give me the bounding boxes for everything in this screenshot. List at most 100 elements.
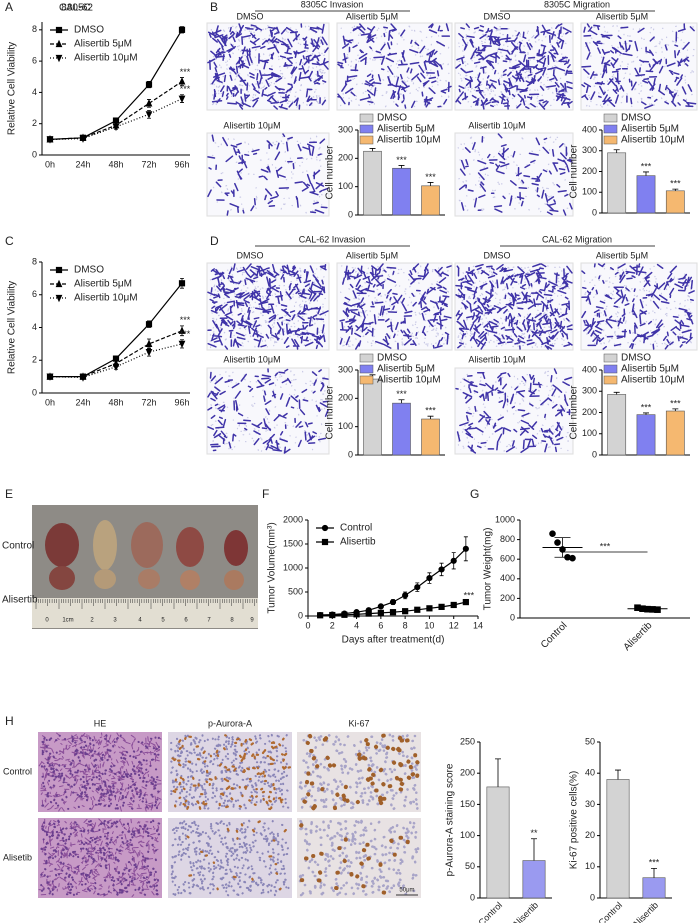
- x-tick-label: Control: [477, 900, 505, 923]
- micrograph-stain: [299, 823, 410, 895]
- chart-title: CAL-62: [59, 3, 93, 14]
- legend-label: Alisertib 5μM: [377, 124, 435, 135]
- micrograph-nuclei: [40, 819, 161, 896]
- marker: [178, 26, 186, 33]
- y-tick-label: 30: [585, 799, 595, 809]
- panel-letter: F: [262, 487, 269, 501]
- marker: [426, 605, 433, 612]
- y-tick-label: 0: [470, 892, 475, 902]
- panel-letter: D: [210, 234, 219, 248]
- legend-swatch: [603, 364, 618, 374]
- tile-label: Alisertib 5μM: [596, 11, 648, 21]
- tumor-photo: [32, 505, 258, 629]
- y-tick-label: 0: [32, 149, 37, 159]
- tumor: [180, 570, 200, 590]
- y-tick-label: 100: [338, 181, 353, 191]
- marker: [55, 294, 63, 303]
- y-axis-label: Cell number: [325, 385, 336, 440]
- legend-label: DMSO: [377, 353, 407, 364]
- y-tick-label: 200: [500, 593, 515, 603]
- ruler-label: 6: [184, 618, 188, 624]
- marker: [389, 598, 397, 606]
- y-axis-label: Ki-67 positive cells(%): [569, 771, 580, 869]
- legend-label: Alisertib: [340, 537, 376, 548]
- marker: [414, 584, 421, 591]
- legend-label: Alisertib 10μM: [377, 135, 441, 146]
- tile-label: Alisertib 5μM: [346, 250, 398, 260]
- micrograph-cells: [339, 263, 452, 350]
- tumor: [93, 520, 117, 570]
- y-tick-label: 800: [500, 534, 515, 544]
- y-tick-label: 200: [460, 768, 475, 778]
- legend-label: DMSO: [74, 25, 104, 36]
- marker: [178, 95, 186, 103]
- legend-swatch: [359, 353, 374, 363]
- marker: [145, 348, 153, 357]
- y-axis-label: Cell number: [569, 144, 580, 199]
- error-bar: [643, 412, 649, 415]
- error-bar: [369, 148, 376, 152]
- panel-letter: A: [5, 0, 13, 14]
- y-tick-label: 8: [32, 24, 37, 34]
- error-bar: [427, 182, 434, 186]
- legend-swatch: [603, 113, 618, 123]
- error-bar: [651, 867, 657, 878]
- marker: [145, 339, 153, 347]
- significance: ***: [641, 161, 652, 171]
- y-tick-label: 200: [582, 407, 597, 417]
- x-tick-label: 24h: [75, 397, 90, 407]
- legend-label: Alisertib 10μM: [74, 53, 138, 64]
- bar: [363, 378, 382, 456]
- row-label: Alisetib: [3, 852, 32, 862]
- bar: [636, 175, 656, 214]
- legend-label: DMSO: [74, 265, 104, 276]
- bar: [486, 786, 510, 899]
- marker: [112, 123, 120, 132]
- micrograph-pores: [209, 370, 327, 452]
- y-tick-label: 1000: [283, 562, 303, 572]
- marker: [462, 598, 469, 606]
- panel-letter: G: [470, 487, 479, 501]
- micrograph-pores: [457, 136, 571, 213]
- micrograph-stain: [186, 820, 287, 891]
- column-label: p-Aurora-A: [208, 718, 252, 728]
- error-bar: [495, 758, 501, 787]
- x-tick-label: 72h: [141, 397, 156, 407]
- significance: ***: [180, 67, 191, 77]
- error-bar: [398, 399, 405, 404]
- panel-letter: E: [5, 487, 13, 501]
- section-header: CAL-62 Migration: [542, 234, 612, 244]
- error-bar: [613, 149, 620, 153]
- marker: [55, 26, 63, 34]
- y-tick-label: 0: [348, 449, 353, 459]
- x-tick-label: 72h: [141, 159, 156, 169]
- bar: [607, 394, 627, 456]
- legend-label: Control: [340, 523, 372, 534]
- y-tick-label: 4: [32, 87, 37, 97]
- marker: [178, 340, 186, 349]
- y-tick-label: 300: [582, 145, 597, 155]
- legend-label: DMSO: [621, 353, 651, 364]
- y-tick-label: 400: [582, 364, 597, 374]
- x-tick-label: 8: [403, 620, 408, 630]
- marker: [55, 266, 63, 274]
- significance: ***: [396, 155, 407, 165]
- marker: [317, 612, 324, 619]
- ruler-label: 8: [230, 618, 234, 624]
- y-tick-label: 2: [32, 118, 37, 128]
- tumor: [131, 522, 163, 568]
- y-tick-label: 6: [32, 55, 37, 65]
- bar: [392, 402, 411, 456]
- panel-letter: C: [5, 234, 14, 248]
- legend-swatch: [603, 375, 618, 385]
- y-tick-label: 100: [460, 830, 475, 840]
- micrograph-tissue: [38, 732, 162, 812]
- tumor: [49, 566, 75, 590]
- sd-whisker: [639, 607, 656, 611]
- x-tick-label: Alisertib: [510, 900, 540, 923]
- y-tick-label: 100: [582, 428, 597, 438]
- y-tick-label: 150: [460, 799, 475, 809]
- row-label: Control: [3, 766, 32, 776]
- micrograph: [454, 132, 574, 217]
